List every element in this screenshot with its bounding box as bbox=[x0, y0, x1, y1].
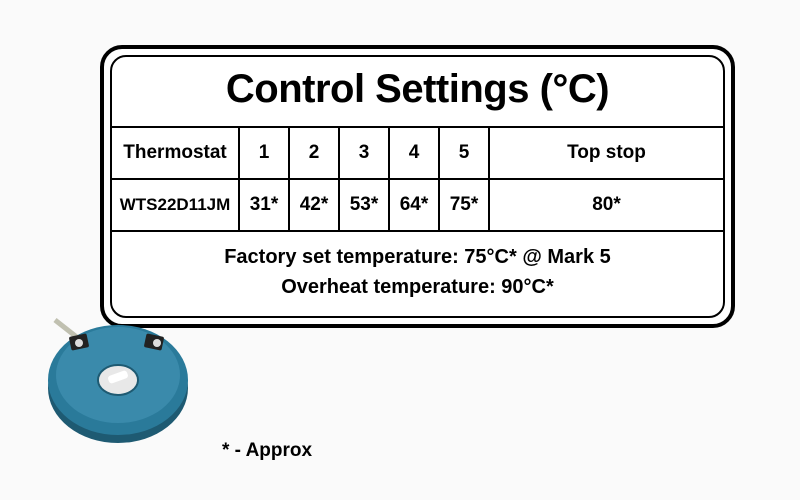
header-4: 4 bbox=[390, 128, 440, 180]
value-3: 53* bbox=[340, 180, 390, 230]
header-thermostat: Thermostat bbox=[112, 128, 240, 180]
header-1: 1 bbox=[240, 128, 290, 180]
header-5: 5 bbox=[440, 128, 490, 180]
overheat-line: Overheat temperature: 90°C* bbox=[112, 272, 723, 302]
value-2: 42* bbox=[290, 180, 340, 230]
header-3: 3 bbox=[340, 128, 390, 180]
thermostat-device-icon bbox=[35, 280, 200, 450]
inner-frame: Control Settings (°C) Thermostat 1 2 3 4… bbox=[110, 55, 725, 318]
value-4: 64* bbox=[390, 180, 440, 230]
card-title: Control Settings (°C) bbox=[112, 57, 723, 128]
approx-note: * - Approx bbox=[222, 440, 312, 462]
factory-set-line: Factory set temperature: 75°C* @ Mark 5 bbox=[112, 242, 723, 272]
value-5: 75* bbox=[440, 180, 490, 230]
header-2: 2 bbox=[290, 128, 340, 180]
settings-table: Thermostat 1 2 3 4 5 Top stop WTS22D11JM… bbox=[112, 128, 723, 230]
value-topstop: 80* bbox=[490, 180, 723, 230]
value-1: 31* bbox=[240, 180, 290, 230]
header-topstop: Top stop bbox=[490, 128, 723, 180]
model-cell: WTS22D11JM bbox=[112, 180, 240, 230]
footer-block: Factory set temperature: 75°C* @ Mark 5 … bbox=[112, 230, 723, 316]
